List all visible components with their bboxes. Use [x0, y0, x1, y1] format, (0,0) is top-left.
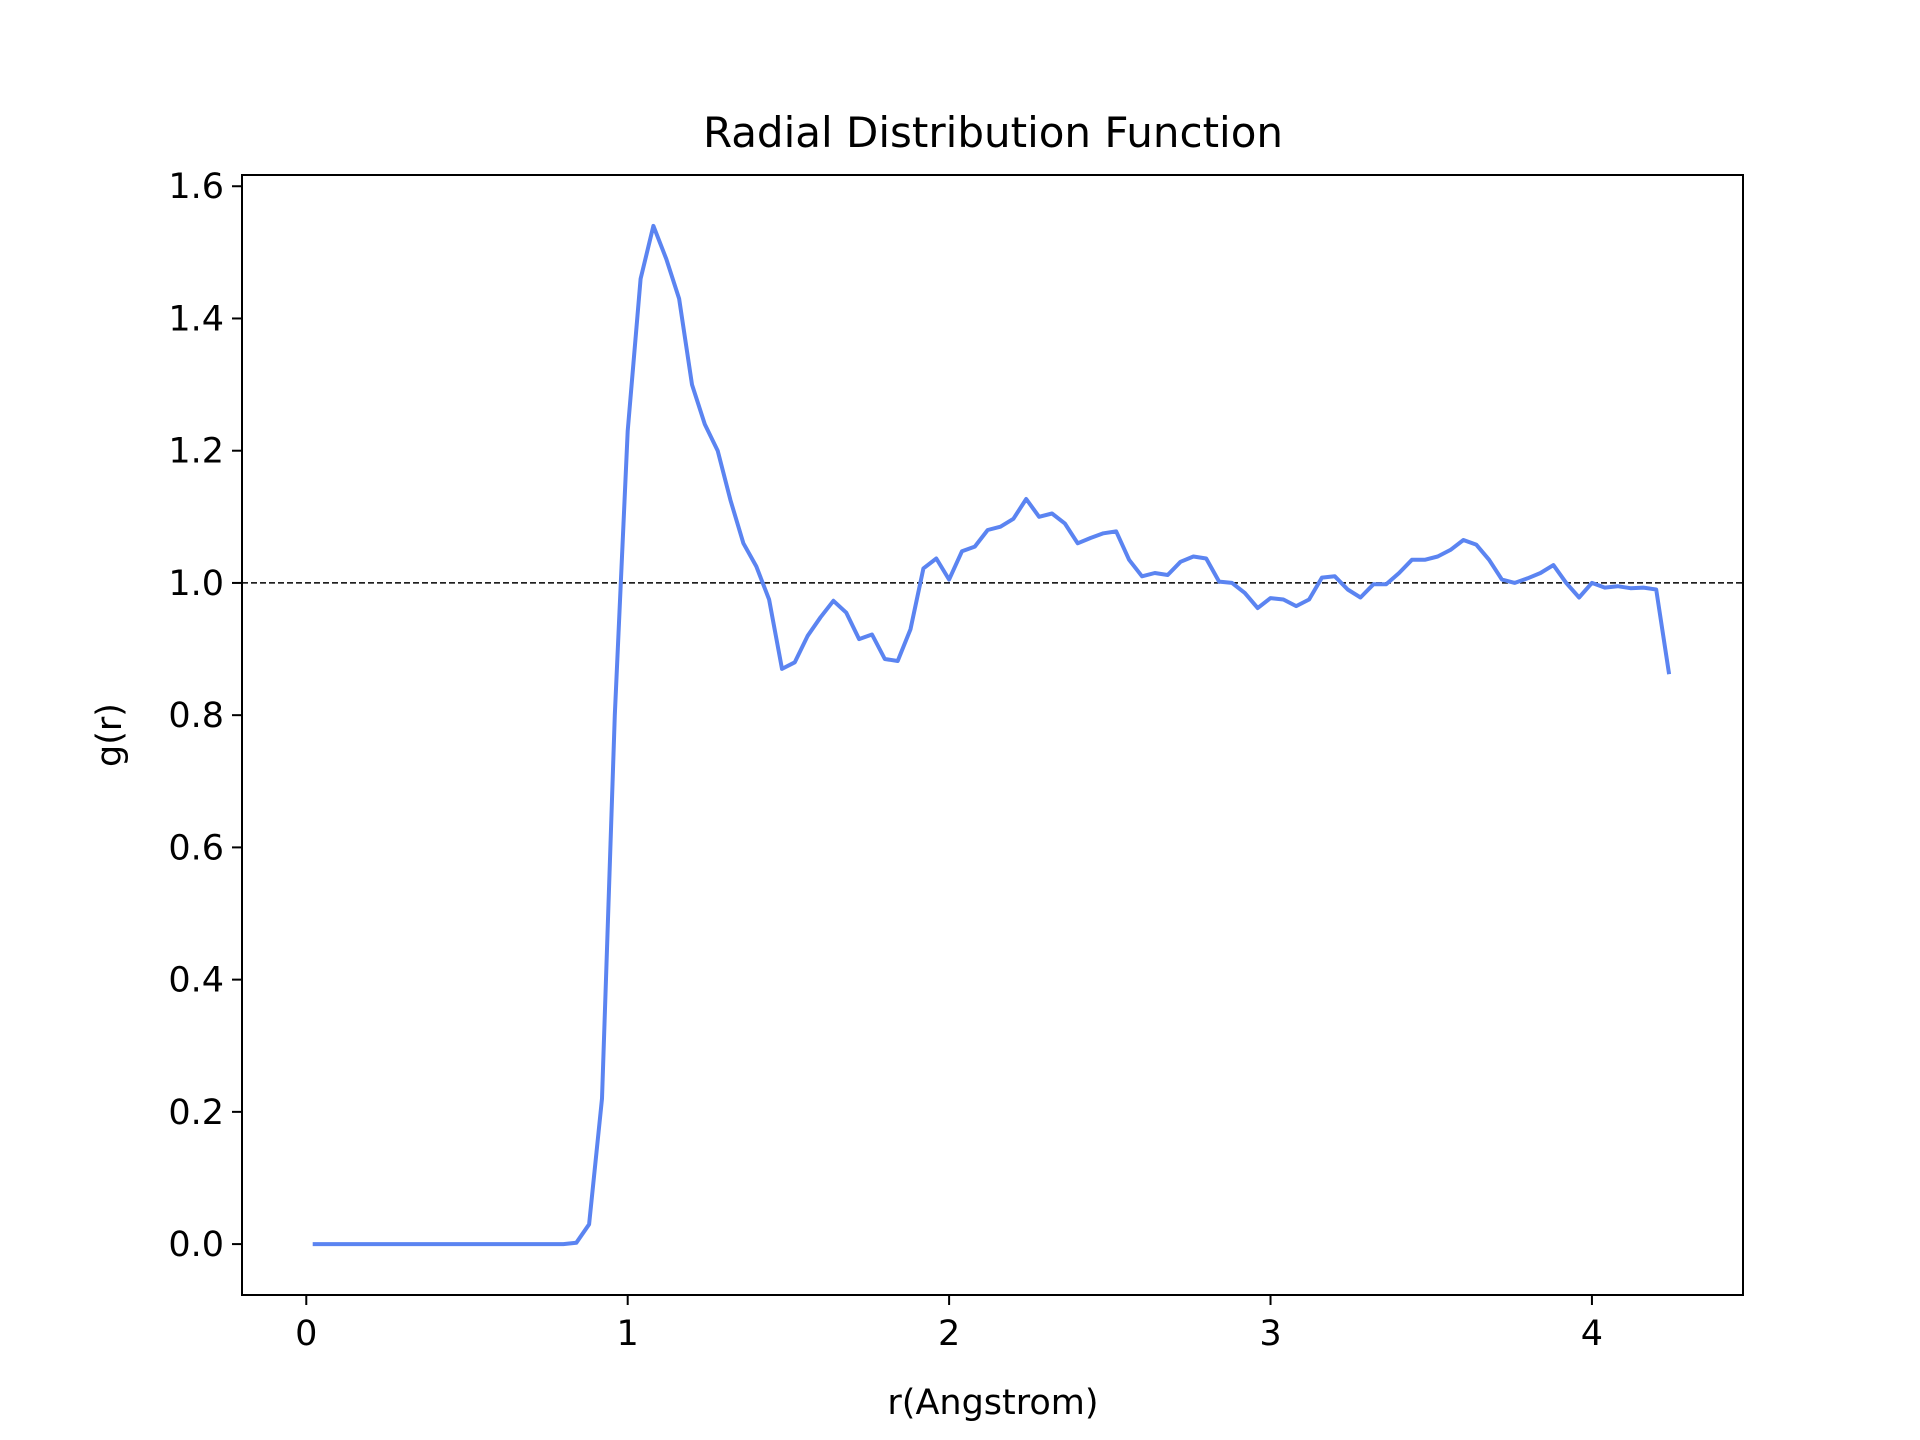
y-tick-label: 0.6 — [168, 828, 224, 868]
chart-title: Radial Distribution Function — [703, 108, 1283, 157]
x-tick-label: 4 — [1581, 1314, 1603, 1354]
x-tick-label: 0 — [295, 1314, 317, 1354]
y-tick-label: 1.2 — [168, 432, 224, 472]
y-tick-label: 0.2 — [168, 1093, 224, 1133]
x-axis: 0 1 2 3 4 — [295, 1295, 1603, 1354]
x-tick-label: 1 — [617, 1314, 639, 1354]
x-tick-label: 3 — [1259, 1314, 1281, 1354]
y-tick-label: 1.6 — [168, 167, 224, 207]
y-tick-label: 0.8 — [168, 696, 224, 736]
y-tick-label: 0.4 — [168, 961, 224, 1001]
x-tick-label: 2 — [938, 1314, 960, 1354]
y-tick-label: 0.0 — [168, 1225, 224, 1265]
series-layer — [312, 223, 1672, 1247]
y-axis: 0.0 0.2 0.4 0.6 0.8 1.0 1.2 1.4 1.6 — [168, 167, 242, 1265]
plot-frame — [241, 174, 1744, 1296]
y-tick-label: 1.0 — [168, 564, 224, 604]
x-axis-label: r(Angstrom) — [887, 1383, 1098, 1423]
y-tick-label: 1.4 — [168, 299, 224, 339]
series-line-0 — [312, 223, 1672, 1247]
y-axis-label: g(r) — [90, 703, 130, 767]
